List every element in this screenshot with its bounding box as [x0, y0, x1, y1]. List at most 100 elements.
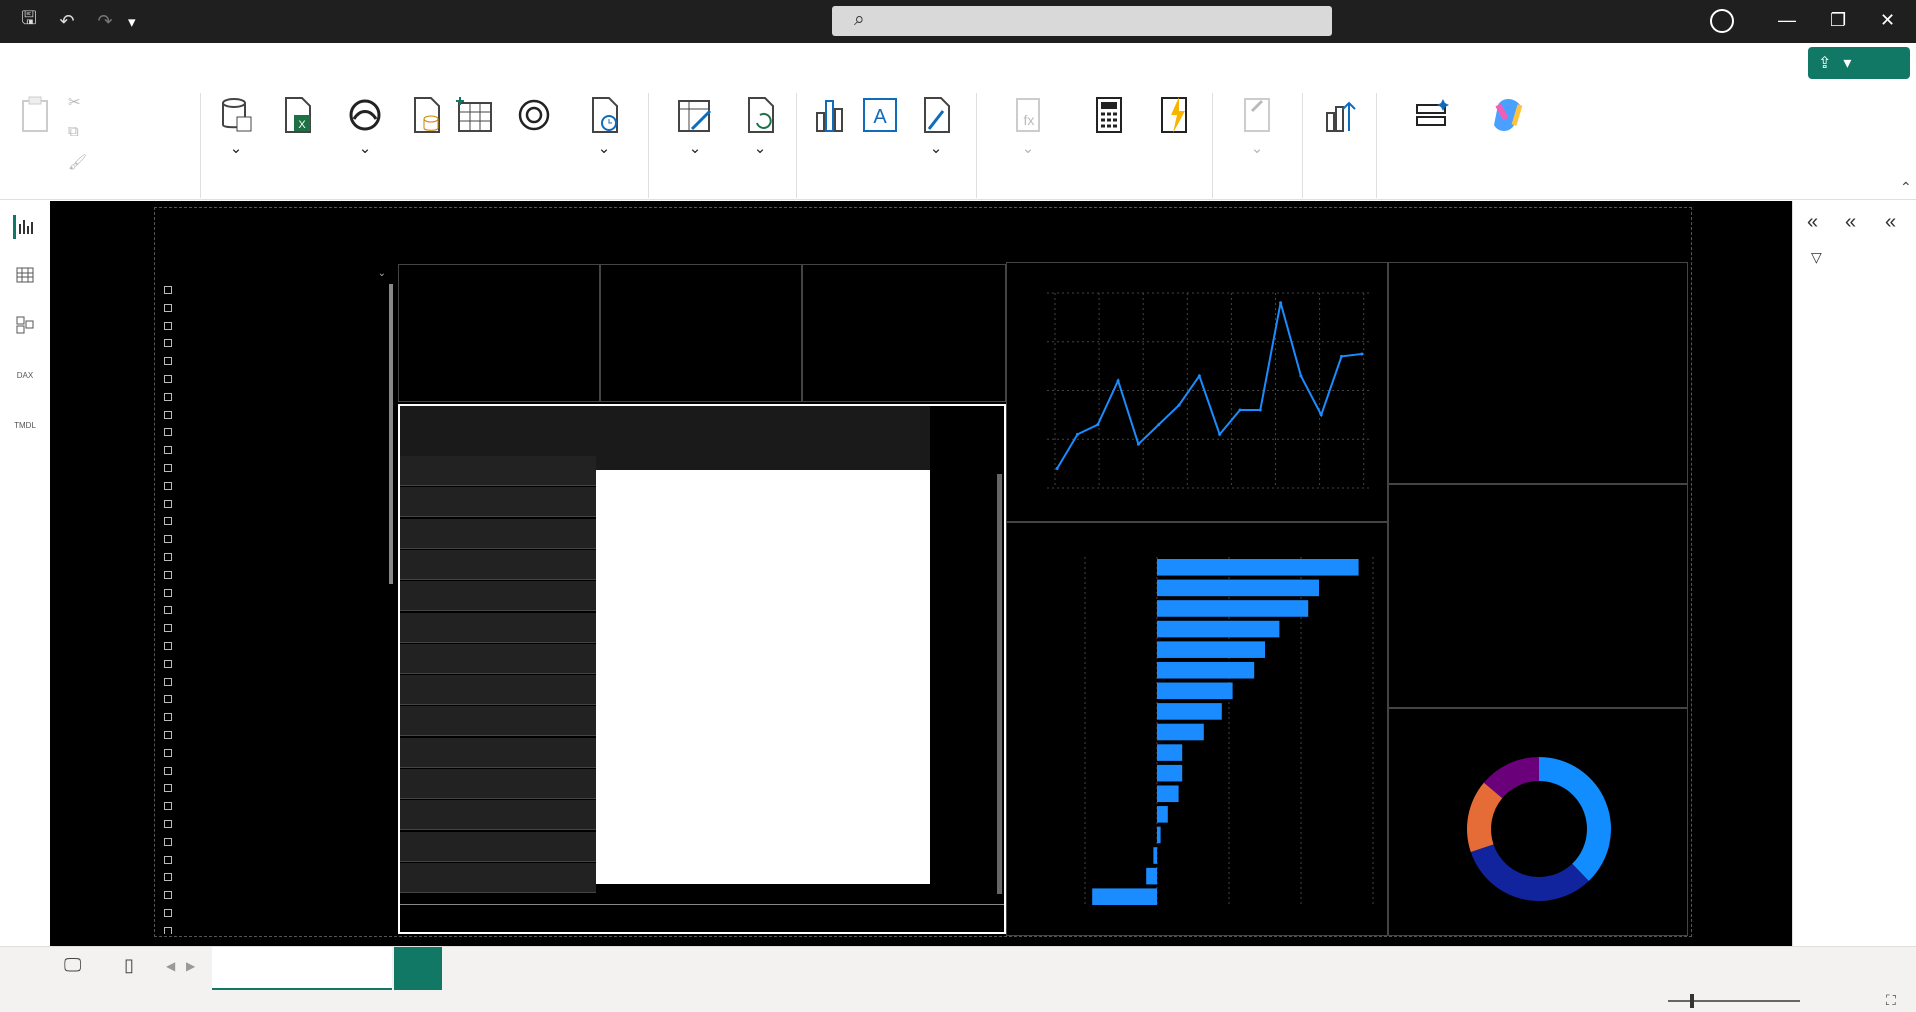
- publish-button[interactable]: [1308, 93, 1372, 139]
- redo-icon[interactable]: ↷: [97, 10, 113, 31]
- report-view-icon[interactable]: [13, 215, 37, 239]
- checkbox-icon[interactable]: [164, 392, 172, 401]
- excel-workbook-button[interactable]: X: [262, 93, 332, 139]
- text-box-button[interactable]: A: [854, 93, 906, 139]
- state-slicer[interactable]: ⌄: [156, 264, 396, 934]
- format-painter-button[interactable]: 🖌: [68, 153, 93, 171]
- kpi-card-quantity[interactable]: [802, 264, 1006, 402]
- checkbox-icon[interactable]: [164, 375, 172, 383]
- checkbox-icon[interactable]: [164, 731, 172, 739]
- donut-segment-container[interactable]: [1388, 484, 1688, 708]
- checkbox-icon[interactable]: [164, 624, 172, 633]
- copy-button[interactable]: ⧉: [68, 123, 85, 140]
- checkbox-icon[interactable]: [164, 873, 172, 882]
- transform-data-button[interactable]: ⌄: [656, 93, 734, 158]
- matrix-header-total[interactable]: [930, 406, 1004, 470]
- checkbox-icon[interactable]: [164, 766, 172, 775]
- checkbox-icon[interactable]: [164, 677, 172, 686]
- tmdl-view-icon[interactable]: TMDL: [14, 420, 36, 430]
- expand-visualizations-icon[interactable]: «: [1845, 211, 1857, 233]
- checkbox-icon[interactable]: [164, 837, 172, 846]
- checkbox-icon[interactable]: [164, 410, 172, 419]
- new-measure-button[interactable]: [1074, 93, 1144, 139]
- zoom-slider[interactable]: [1668, 1000, 1800, 1002]
- new-visual-calculation-button[interactable]: fx ⌄: [984, 93, 1072, 158]
- fit-to-page-icon[interactable]: ⛶: [1886, 992, 1896, 1008]
- search-box[interactable]: ⌕: [832, 6, 1332, 36]
- slicer-item[interactable]: [164, 446, 177, 455]
- checkbox-icon[interactable]: [164, 891, 172, 900]
- avatar-icon[interactable]: [1710, 9, 1734, 33]
- matrix-header-south[interactable]: [758, 406, 848, 470]
- new-visual-button[interactable]: [804, 93, 856, 139]
- checkbox-icon[interactable]: [164, 606, 172, 615]
- slicer-item[interactable]: [164, 659, 177, 668]
- slicer-item[interactable]: [164, 784, 177, 793]
- matrix-header-east[interactable]: [700, 406, 758, 470]
- copilot-button[interactable]: [1478, 93, 1540, 139]
- checkbox-icon[interactable]: [164, 659, 172, 668]
- checkbox-icon[interactable]: [164, 339, 172, 348]
- slicer-item[interactable]: [164, 553, 177, 561]
- checkbox-icon[interactable]: [164, 855, 172, 864]
- sensitivity-button[interactable]: ⌄: [1218, 93, 1296, 158]
- expand-data-icon[interactable]: «: [1885, 211, 1897, 233]
- paste-button[interactable]: [10, 93, 60, 139]
- slicer-item[interactable]: [164, 713, 177, 722]
- checkbox-icon[interactable]: [164, 909, 172, 917]
- mobile-layout-icon[interactable]: ▯: [124, 955, 134, 975]
- expand-filters-icon[interactable]: «: [1807, 211, 1819, 233]
- checkbox-icon[interactable]: [164, 303, 172, 312]
- slicer-item[interactable]: [164, 392, 177, 401]
- checkbox-icon[interactable]: [164, 570, 172, 579]
- restore-icon[interactable]: ❐: [1830, 10, 1847, 30]
- save-icon[interactable]: 🖫: [21, 8, 37, 28]
- get-data-button[interactable]: ⌄: [208, 93, 264, 158]
- prep-data-ai-button[interactable]: [1384, 93, 1480, 139]
- collapse-ribbon-icon[interactable]: ⌃: [1900, 179, 1912, 195]
- cut-button[interactable]: ✂: [68, 93, 87, 111]
- slicer-item[interactable]: [164, 588, 177, 597]
- slicer-item[interactable]: [164, 873, 177, 882]
- refresh-button[interactable]: ⌄: [732, 93, 788, 158]
- slicer-item[interactable]: [164, 535, 177, 544]
- slicer-item[interactable]: [164, 286, 177, 294]
- more-visuals-button[interactable]: ⌄: [904, 93, 968, 158]
- sql-server-button[interactable]: [400, 93, 452, 139]
- checkbox-icon[interactable]: [164, 926, 172, 934]
- slicer-item[interactable]: [164, 339, 177, 348]
- add-page-button[interactable]: [394, 947, 442, 991]
- slicer-item[interactable]: [164, 321, 177, 330]
- slicer-item[interactable]: [164, 731, 177, 739]
- enter-data-button[interactable]: [450, 93, 500, 139]
- checkbox-icon[interactable]: [164, 695, 172, 704]
- bar-chart-container[interactable]: [1006, 522, 1388, 936]
- checkbox-icon[interactable]: [164, 357, 172, 366]
- slicer-item[interactable]: [164, 926, 177, 934]
- slicer-item[interactable]: [164, 855, 177, 864]
- slicer-item[interactable]: [164, 677, 177, 686]
- slicer-item[interactable]: [164, 499, 177, 508]
- matrix-header-central[interactable]: [596, 406, 700, 470]
- undo-icon[interactable]: ↶: [59, 10, 75, 31]
- checkbox-icon[interactable]: [164, 481, 172, 490]
- slicer-item[interactable]: [164, 570, 177, 579]
- table-view-icon[interactable]: [13, 263, 37, 287]
- slicer-item[interactable]: [164, 517, 177, 526]
- profit-matrix[interactable]: [398, 404, 1006, 934]
- zoom-slider-thumb[interactable]: [1690, 994, 1694, 1008]
- checkbox-icon[interactable]: [164, 499, 172, 508]
- checkbox-icon[interactable]: [164, 784, 172, 793]
- next-page-icon[interactable]: ▶: [186, 959, 196, 973]
- checkbox-icon[interactable]: [164, 642, 172, 650]
- slicer-scrollbar[interactable]: [389, 284, 393, 584]
- minimize-icon[interactable]: —: [1778, 10, 1796, 30]
- checkbox-icon[interactable]: [164, 321, 172, 330]
- checkbox-icon[interactable]: [164, 802, 172, 811]
- checkbox-icon[interactable]: [164, 535, 172, 544]
- matrix-scrollbar[interactable]: [997, 474, 1002, 894]
- slicer-item[interactable]: [164, 748, 177, 757]
- page-tab-executive-summary[interactable]: [212, 947, 392, 991]
- slicer-item[interactable]: [164, 695, 177, 704]
- slicer-item[interactable]: [164, 464, 177, 472]
